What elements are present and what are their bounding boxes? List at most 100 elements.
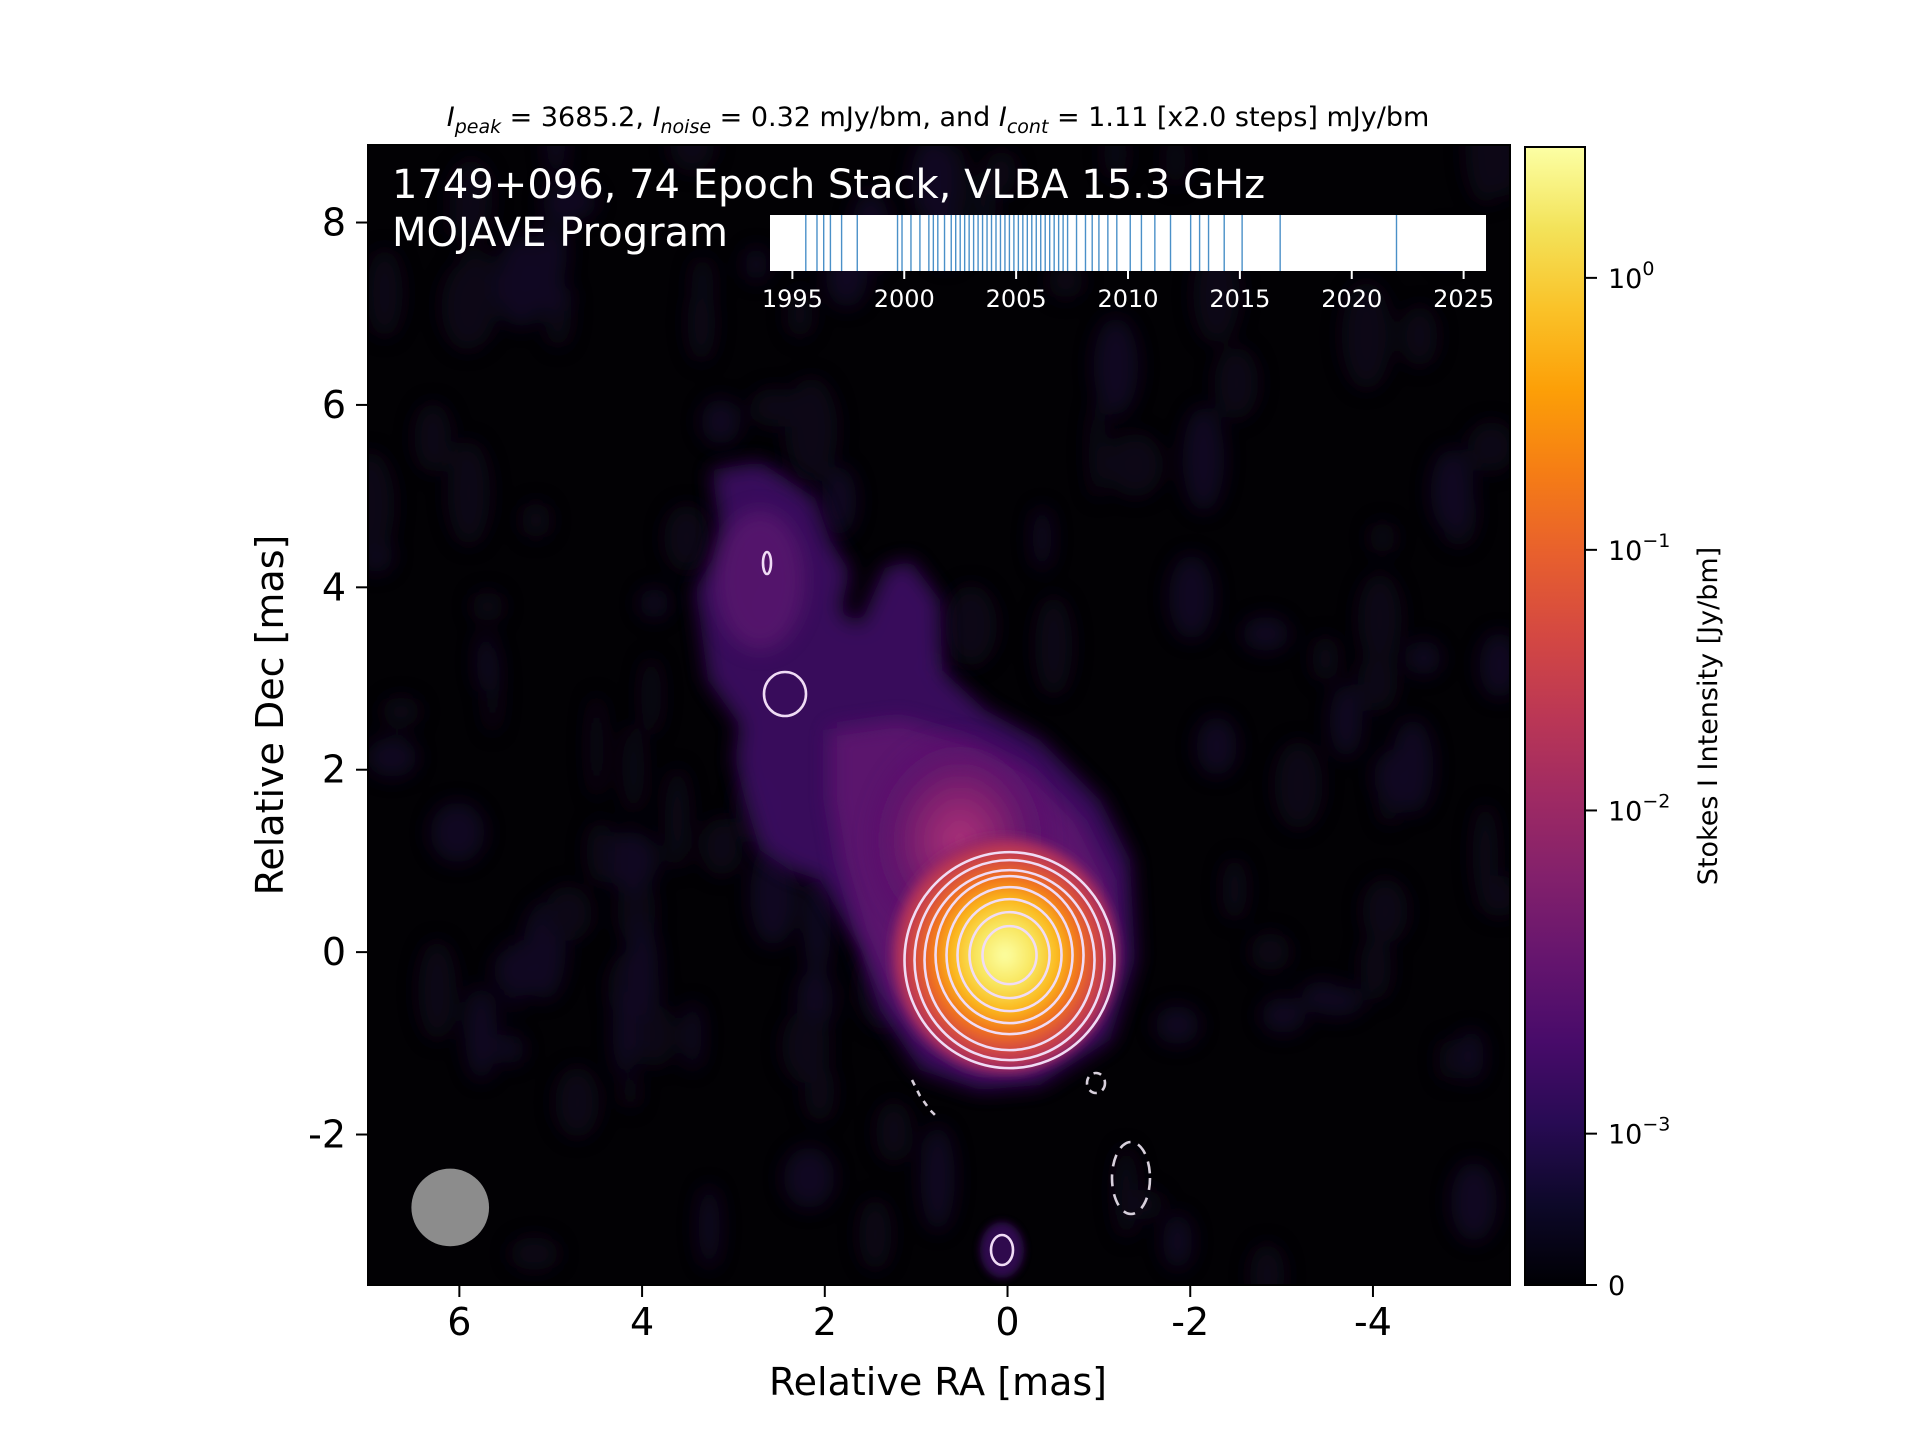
noise-blob bbox=[521, 502, 551, 539]
noise-blob bbox=[1360, 935, 1392, 1001]
noise-blob bbox=[1214, 346, 1259, 420]
contour-core-ring bbox=[945, 885, 1074, 1025]
noise-blob bbox=[452, 248, 499, 347]
title-symbol: I bbox=[999, 102, 1007, 133]
y-tick-label: 4 bbox=[322, 565, 346, 609]
colorbar-tick-exp: −2 bbox=[1642, 790, 1670, 812]
noise-blob bbox=[687, 283, 716, 363]
epoch-lines bbox=[805, 215, 1398, 271]
noise-blob bbox=[698, 1185, 721, 1268]
contour-core-ring bbox=[981, 924, 1038, 986]
noise-blob bbox=[541, 183, 597, 221]
colorbar-tick-base: 10 bbox=[1608, 1120, 1642, 1151]
noise-blob bbox=[1357, 573, 1402, 665]
noise-blob bbox=[1438, 1037, 1459, 1083]
noise-blob bbox=[493, 945, 549, 996]
noise-blob bbox=[1467, 421, 1510, 472]
noise-blob bbox=[588, 694, 605, 799]
noise-blob bbox=[1193, 246, 1240, 344]
timeline-tick-label: 2010 bbox=[1097, 285, 1158, 313]
noise-blob bbox=[875, 1101, 912, 1163]
contours bbox=[761, 550, 1152, 1267]
noise-blob bbox=[1465, 145, 1507, 204]
noise-blob bbox=[784, 377, 838, 482]
y-tick-label: 6 bbox=[322, 383, 346, 427]
noise-blob bbox=[612, 991, 637, 1078]
x-tick-label: -2 bbox=[1171, 1300, 1209, 1344]
noise-blob bbox=[537, 218, 567, 288]
timeline-ticks: 1995 2000 2005 2010 2015 2020 2025 bbox=[762, 271, 1494, 313]
colorbar-tick-exp: −3 bbox=[1642, 1114, 1670, 1136]
noise-blob bbox=[1458, 1029, 1484, 1082]
noise-blob bbox=[1182, 406, 1225, 512]
noise-blob bbox=[701, 399, 741, 445]
y-tick-label: 2 bbox=[322, 748, 346, 792]
negative-contour-west bbox=[910, 1079, 936, 1116]
noise-blob bbox=[1103, 145, 1128, 180]
noise-blob bbox=[744, 247, 768, 282]
noise-blob bbox=[786, 290, 813, 339]
jet-knot-emission bbox=[715, 510, 805, 650]
noise-blob bbox=[586, 820, 615, 884]
noise-blob bbox=[1196, 716, 1237, 776]
noise-blob bbox=[1162, 1213, 1193, 1269]
timeline-box bbox=[770, 215, 1486, 271]
plot-frame bbox=[367, 144, 1511, 1286]
noise-blob bbox=[546, 145, 566, 177]
colorbar-tick-label: 100 bbox=[1608, 258, 1654, 295]
noise-blob bbox=[1093, 317, 1139, 416]
colorbar-tick-label: 10−1 bbox=[1608, 530, 1670, 567]
noise-blob bbox=[783, 1147, 835, 1209]
noise-blob bbox=[1450, 1161, 1497, 1242]
y-tick-label: 8 bbox=[322, 201, 346, 245]
noise-blob bbox=[750, 845, 797, 946]
noise-blob bbox=[544, 885, 593, 942]
noise-blob bbox=[1249, 1243, 1285, 1285]
noise-blob bbox=[945, 585, 998, 667]
south-knot-emission bbox=[980, 1222, 1024, 1278]
noise-blob bbox=[1401, 305, 1438, 367]
title-subscript: cont bbox=[1007, 116, 1050, 138]
noise-blob bbox=[683, 1001, 703, 1070]
y-tick-label: -2 bbox=[308, 1113, 346, 1157]
noise-blob bbox=[1117, 1189, 1165, 1220]
contour-core-ring bbox=[956, 897, 1063, 1013]
x-tick-label: 4 bbox=[630, 1300, 654, 1344]
noise-blob bbox=[1155, 1005, 1200, 1045]
x-tick-label: 0 bbox=[995, 1300, 1019, 1344]
contour-core-ring bbox=[903, 850, 1116, 1070]
noise-blob bbox=[603, 831, 658, 891]
noise-blob bbox=[920, 1125, 955, 1231]
title-symbol: I bbox=[447, 102, 455, 133]
noise-blob bbox=[382, 696, 421, 727]
noise-blob bbox=[1274, 741, 1323, 830]
title-text: = 0.32 mJy/bm, and bbox=[711, 102, 999, 133]
noise-blob bbox=[1032, 506, 1052, 571]
beam-ellipse bbox=[411, 1168, 490, 1247]
negative-contour-south bbox=[1110, 1140, 1152, 1216]
noise-blob bbox=[1373, 748, 1421, 805]
noise-blob bbox=[1250, 932, 1291, 972]
colorbar-tick-label: 10−2 bbox=[1608, 790, 1670, 827]
noise-blob bbox=[447, 440, 491, 546]
overlay-title-line1: 1749+096, 74 Epoch Stack, VLBA 15.3 GHz bbox=[392, 162, 1265, 208]
noise-blob bbox=[858, 1198, 892, 1271]
noise-blob bbox=[368, 451, 395, 559]
colorbar-label: Stokes I Intensity [Jy/bm] bbox=[1693, 547, 1724, 885]
noise-blob bbox=[465, 986, 498, 1081]
colorbar-tick-label: 10−3 bbox=[1608, 1114, 1670, 1151]
overlay-title-line2: MOJAVE Program bbox=[392, 210, 728, 256]
noise-blob bbox=[1222, 857, 1248, 922]
noise-blob bbox=[634, 1004, 676, 1067]
noise-blob bbox=[639, 588, 669, 619]
timeline-tick-label: 2005 bbox=[986, 285, 1047, 313]
contour-jet-knot-small bbox=[761, 550, 773, 576]
noise-blob bbox=[1107, 433, 1163, 497]
colorbar-frame bbox=[1524, 146, 1586, 1286]
noise-blob bbox=[476, 632, 496, 692]
timeline-tick-label: 2020 bbox=[1321, 285, 1382, 313]
contour-core-ring bbox=[968, 910, 1051, 1000]
x-tick-label: 6 bbox=[447, 1300, 471, 1344]
core-contours bbox=[903, 850, 1116, 1070]
